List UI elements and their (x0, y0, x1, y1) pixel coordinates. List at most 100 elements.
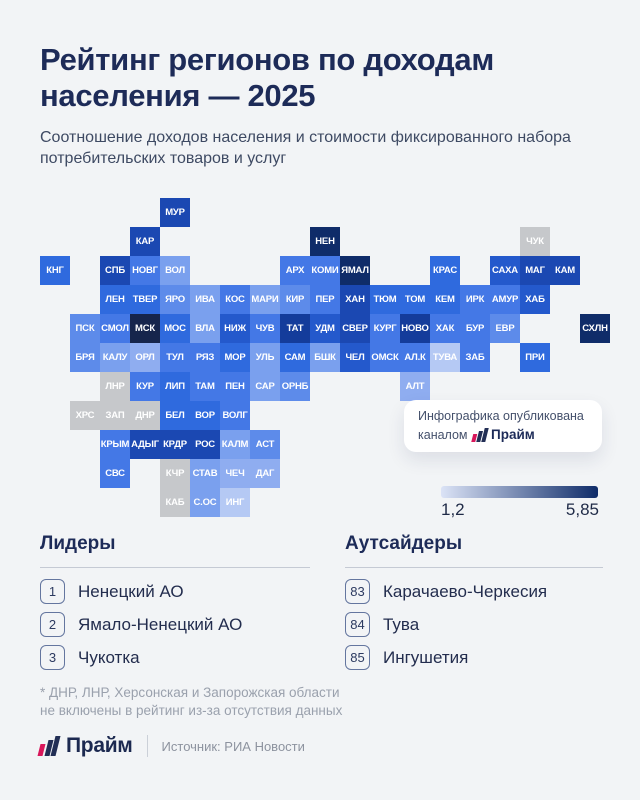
region-tile-ПСК: ПСК (70, 314, 100, 343)
page-subtitle: Соотношение доходов населения и стоимост… (40, 129, 571, 168)
region-tile-КАР: КАР (130, 227, 160, 256)
region-tile-ЯМАЛ: ЯМАЛ (340, 256, 370, 285)
rank-item: 83 Карачаево-Черкесия (345, 579, 625, 604)
rank-badge: 84 (345, 612, 370, 637)
region-tile-ЛИП: ЛИП (160, 372, 190, 401)
region-tile-МОС: МОС (160, 314, 190, 343)
region-tile-СВС: СВС (100, 459, 130, 488)
region-tile-ХАБ: ХАБ (520, 285, 550, 314)
region-tile-ОРНБ: ОРНБ (280, 372, 310, 401)
region-tile-ЛНР: ЛНР (100, 372, 130, 401)
region-tile-С.ОС: С.ОС (190, 488, 220, 517)
region-tile-КУРГ: КУРГ (370, 314, 400, 343)
region-tile-МОР: МОР (220, 343, 250, 372)
region-tile-АРХ: АРХ (280, 256, 310, 285)
rank-item: 3 Чукотка (40, 645, 320, 670)
region-tile-КЕМ: КЕМ (430, 285, 460, 314)
region-tile-ВОЛГ: ВОЛГ (220, 401, 250, 430)
region-tile-МАГ: МАГ (520, 256, 550, 285)
region-tile-НОВГ: НОВГ (130, 256, 160, 285)
region-tile-МСК: МСК (130, 314, 160, 343)
region-name: Ингушетия (383, 647, 469, 667)
rank-item: 2 Ямало-Ненецкий АО (40, 612, 320, 637)
region-tile-КАМ: КАМ (550, 256, 580, 285)
region-tile-БУР: БУР (460, 314, 490, 343)
region-tile-ЧУК: ЧУК (520, 227, 550, 256)
region-tile-РЯЗ: РЯЗ (190, 343, 220, 372)
credit-line-2: каналом Прайм (418, 425, 588, 445)
footer-source: Источник: РИА Новости (161, 738, 305, 754)
region-tile-ДНР: ДНР (130, 401, 160, 430)
rank-badge: 83 (345, 579, 370, 604)
region-tile-map: МУР КАР НЕН ЧУК КНГ СПБ НОВГ ВОЛ АРХ КОМИ ЯМАЛ КРАС… (40, 198, 612, 518)
region-tile-ТЮМ: ТЮМ (370, 285, 400, 314)
page-title: Рейтинг регионов по доходам населения — … (40, 42, 494, 114)
rank-badge: 2 (40, 612, 65, 637)
region-tile-ТУВА: ТУВА (430, 343, 460, 372)
region-tile-ВОР: ВОР (190, 401, 220, 430)
region-tile-АДЫГ: АДЫГ (130, 430, 160, 459)
region-tile-КНГ: КНГ (40, 256, 70, 285)
region-tile-НОВО: НОВО (400, 314, 430, 343)
region-tile-БЕЛ: БЕЛ (160, 401, 190, 430)
region-name: Карачаево-Черкесия (383, 581, 548, 601)
region-tile-САХА: САХА (490, 256, 520, 285)
region-tile-КУР: КУР (130, 372, 160, 401)
region-tile-ДАГ: ДАГ (250, 459, 280, 488)
region-tile-АЛ.К: АЛ.К (400, 343, 430, 372)
region-tile-САР: САР (250, 372, 280, 401)
region-tile-СМОЛ: СМОЛ (100, 314, 130, 343)
region-tile-ТВЕР: ТВЕР (130, 285, 160, 314)
footnote-line-1: * ДНР, ЛНР, Херсонская и Запорожская обл… (40, 685, 340, 700)
rank-item: 1 Ненецкий АО (40, 579, 320, 604)
region-tile-КЧР: КЧР (160, 459, 190, 488)
rank-item: 84 Тува (345, 612, 625, 637)
rank-item: 85 Ингушетия (345, 645, 625, 670)
region-tile-НЕН: НЕН (310, 227, 340, 256)
region-tile-ИНГ: ИНГ (220, 488, 250, 517)
region-tile-КАЛМ: КАЛМ (220, 430, 250, 459)
region-tile-СХЛН: СХЛН (580, 314, 610, 343)
legend-max-label: 5,85 (565, 500, 599, 519)
rank-badge: 3 (40, 645, 65, 670)
region-tile-УЛЬ: УЛЬ (250, 343, 280, 372)
region-tile-САМ: САМ (280, 343, 310, 372)
region-tile-ТАТ: ТАТ (280, 314, 310, 343)
region-tile-АСТ: АСТ (250, 430, 280, 459)
region-tile-ИРК: ИРК (460, 285, 490, 314)
footer-brand-name: Прайм (66, 734, 133, 757)
prime-logo-icon (470, 428, 488, 443)
footer: Прайм Источник: РИА Новости (37, 732, 305, 760)
region-tile-ЧЕЛ: ЧЕЛ (340, 343, 370, 372)
credit-line-1: Инфографика опубликована (418, 409, 584, 424)
region-tile-ВОЛ: ВОЛ (160, 256, 190, 285)
region-tile-ПЕР: ПЕР (310, 285, 340, 314)
region-name: Ненецкий АО (78, 581, 184, 601)
region-tile-КОС: КОС (220, 285, 250, 314)
region-tile-ОМСК: ОМСК (370, 343, 400, 372)
region-tile-СПБ: СПБ (100, 256, 130, 285)
region-tile-КОМИ: КОМИ (310, 256, 340, 285)
region-tile-КРАС: КРАС (430, 256, 460, 285)
region-tile-ЕВР: ЕВР (490, 314, 520, 343)
region-tile-ОРЛ: ОРЛ (130, 343, 160, 372)
region-tile-МАРИ: МАРИ (250, 285, 280, 314)
region-tile-КАБ: КАБ (160, 488, 190, 517)
region-tile-ХАН: ХАН (340, 285, 370, 314)
region-tile-ПРИ: ПРИ (520, 343, 550, 372)
leaders-list: 1 Ненецкий АО 2 Ямало-Ненецкий АО 3 Чукотка (40, 579, 320, 670)
footnote-line-2: не включены в рейтинг из-за отсутствия д… (40, 703, 343, 719)
region-tile-АЛТ: АЛТ (400, 372, 430, 401)
region-tile-ЗАБ: ЗАБ (460, 343, 490, 372)
region-tile-КАЛУ: КАЛУ (100, 343, 130, 372)
region-tile-ИВА: ИВА (190, 285, 220, 314)
legend-min-label: 1,2 (441, 500, 465, 519)
region-tile-УДМ: УДМ (310, 314, 340, 343)
region-tile-БШК: БШК (310, 343, 340, 372)
region-tile-ХРС: ХРС (70, 401, 100, 430)
region-name: Тува (383, 614, 420, 634)
region-name: Ямало-Ненецкий АО (78, 614, 243, 634)
outsiders-divider (345, 567, 603, 568)
region-tile-ЧЕЧ: ЧЕЧ (220, 459, 250, 488)
